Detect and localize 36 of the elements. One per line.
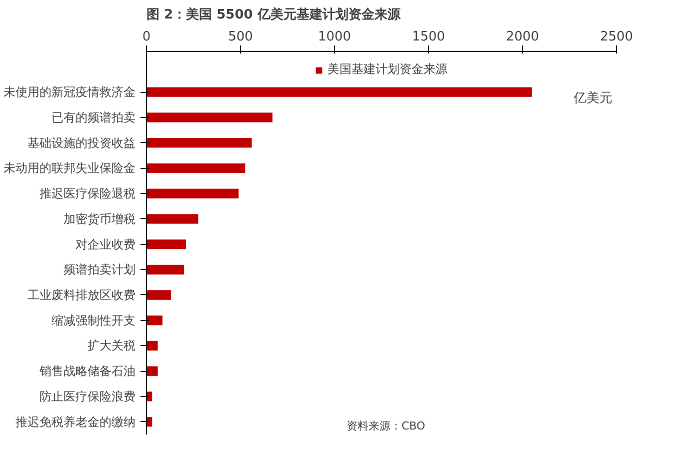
bar bbox=[146, 239, 186, 250]
y-tick-label: 基础设施的投资收益 bbox=[28, 136, 136, 150]
chart-title: 图 2：美国 5500 亿美元基建计划资金来源 bbox=[146, 6, 402, 22]
bar bbox=[146, 188, 239, 198]
y-tick-label: 推迟医疗保险退税 bbox=[40, 186, 136, 201]
bar bbox=[146, 163, 246, 173]
y-tick-label: 防止医疗保险浪费 bbox=[40, 389, 136, 404]
bar bbox=[146, 138, 252, 148]
y-tick-label: 对企业收费 bbox=[76, 237, 136, 252]
y-tick-label: 缩减强制性开支 bbox=[52, 313, 136, 328]
x-tick-label: 0 bbox=[142, 30, 151, 44]
x-tick-label: 2000 bbox=[506, 30, 540, 44]
y-tick-label: 推迟免税养老金的缴纳 bbox=[16, 414, 136, 429]
y-tick-label: 扩大关税 bbox=[88, 338, 136, 353]
legend-label: 美国基建计划资金来源 bbox=[328, 61, 448, 78]
y-tick-label: 未动用的联邦失业保险金 bbox=[4, 161, 136, 176]
bar bbox=[146, 264, 184, 274]
bar bbox=[146, 340, 158, 351]
y-tick-label: 未使用的新冠疫情救济金 bbox=[4, 85, 136, 100]
y-tick-label: 已有的频谱拍卖 bbox=[52, 110, 136, 124]
bar bbox=[146, 112, 272, 122]
x-axis-title: 亿美元 bbox=[572, 90, 612, 106]
y-tick-label: 加密货币增税 bbox=[64, 212, 136, 226]
y-tick-label: 频谱拍卖计划 bbox=[64, 262, 136, 277]
bar bbox=[146, 214, 198, 224]
x-tick-label: 1000 bbox=[318, 30, 352, 44]
x-tick-label: 1500 bbox=[412, 30, 446, 44]
y-tick-label: 销售战略储备石油 bbox=[38, 364, 136, 378]
bar bbox=[146, 87, 532, 97]
x-tick-label: 500 bbox=[228, 30, 253, 44]
x-tick-label: 2500 bbox=[600, 30, 634, 44]
bar bbox=[146, 366, 158, 376]
y-tick-label: 工业废料排放区收费 bbox=[28, 288, 136, 302]
annotation: 资料来源：CBO bbox=[346, 420, 426, 432]
bar bbox=[146, 316, 162, 326]
bar bbox=[146, 290, 171, 300]
